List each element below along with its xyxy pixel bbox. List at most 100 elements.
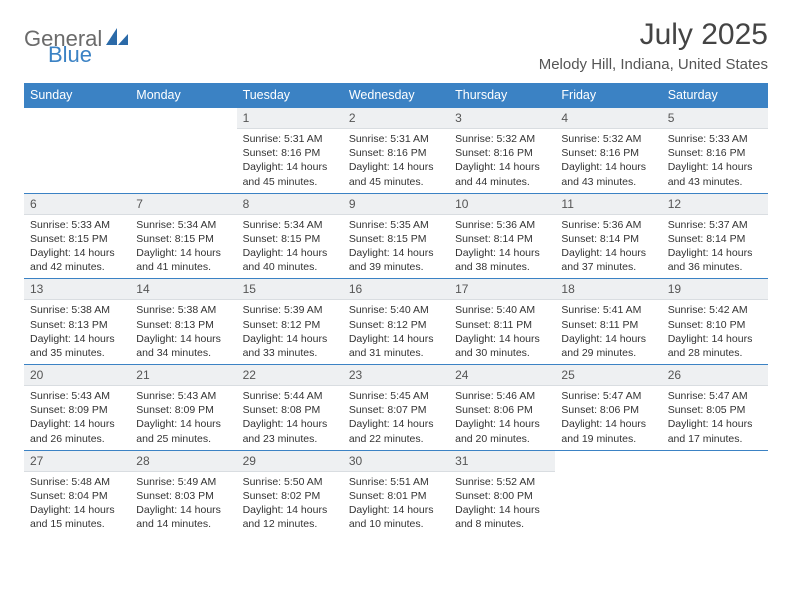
title-block: July 2025 Melody Hill, Indiana, United S… <box>539 18 768 73</box>
weekday-header: Sunday <box>24 83 130 108</box>
day-number: 14 <box>130 279 236 300</box>
day-number: 15 <box>237 279 343 300</box>
day-details: Sunrise: 5:31 AMSunset: 8:16 PMDaylight:… <box>237 129 343 193</box>
weekday-header: Thursday <box>449 83 555 108</box>
calendar-cell: .. <box>662 450 768 535</box>
day-number: 30 <box>343 451 449 472</box>
day-details: Sunrise: 5:33 AMSunset: 8:16 PMDaylight:… <box>662 129 768 193</box>
day-details: Sunrise: 5:32 AMSunset: 8:16 PMDaylight:… <box>555 129 661 193</box>
calendar-cell: 1Sunrise: 5:31 AMSunset: 8:16 PMDaylight… <box>237 108 343 194</box>
calendar-row: 13Sunrise: 5:38 AMSunset: 8:13 PMDayligh… <box>24 279 768 365</box>
calendar-cell: 23Sunrise: 5:45 AMSunset: 8:07 PMDayligh… <box>343 365 449 451</box>
calendar-cell: 3Sunrise: 5:32 AMSunset: 8:16 PMDaylight… <box>449 108 555 194</box>
weekday-header: Wednesday <box>343 83 449 108</box>
day-details: Sunrise: 5:35 AMSunset: 8:15 PMDaylight:… <box>343 215 449 279</box>
logo-sail-icon <box>106 28 128 51</box>
calendar-cell: 29Sunrise: 5:50 AMSunset: 8:02 PMDayligh… <box>237 450 343 535</box>
day-number: 26 <box>662 365 768 386</box>
calendar-cell: 24Sunrise: 5:46 AMSunset: 8:06 PMDayligh… <box>449 365 555 451</box>
calendar-cell: 21Sunrise: 5:43 AMSunset: 8:09 PMDayligh… <box>130 365 236 451</box>
day-details: Sunrise: 5:52 AMSunset: 8:00 PMDaylight:… <box>449 472 555 536</box>
day-details: Sunrise: 5:38 AMSunset: 8:13 PMDaylight:… <box>130 300 236 364</box>
weekday-header: Monday <box>130 83 236 108</box>
day-details: Sunrise: 5:43 AMSunset: 8:09 PMDaylight:… <box>130 386 236 450</box>
calendar-row: 6Sunrise: 5:33 AMSunset: 8:15 PMDaylight… <box>24 193 768 279</box>
day-number: 22 <box>237 365 343 386</box>
day-number: 18 <box>555 279 661 300</box>
day-details: Sunrise: 5:48 AMSunset: 8:04 PMDaylight:… <box>24 472 130 536</box>
calendar-cell: 14Sunrise: 5:38 AMSunset: 8:13 PMDayligh… <box>130 279 236 365</box>
day-number: 31 <box>449 451 555 472</box>
day-details: Sunrise: 5:31 AMSunset: 8:16 PMDaylight:… <box>343 129 449 193</box>
calendar-row: 20Sunrise: 5:43 AMSunset: 8:09 PMDayligh… <box>24 365 768 451</box>
day-number: 10 <box>449 194 555 215</box>
calendar-cell: 7Sunrise: 5:34 AMSunset: 8:15 PMDaylight… <box>130 193 236 279</box>
day-number: 3 <box>449 108 555 129</box>
day-details: Sunrise: 5:44 AMSunset: 8:08 PMDaylight:… <box>237 386 343 450</box>
calendar-cell: 8Sunrise: 5:34 AMSunset: 8:15 PMDaylight… <box>237 193 343 279</box>
day-details: Sunrise: 5:40 AMSunset: 8:11 PMDaylight:… <box>449 300 555 364</box>
calendar-row: 27Sunrise: 5:48 AMSunset: 8:04 PMDayligh… <box>24 450 768 535</box>
day-details: Sunrise: 5:46 AMSunset: 8:06 PMDaylight:… <box>449 386 555 450</box>
day-number: 24 <box>449 365 555 386</box>
day-details: Sunrise: 5:36 AMSunset: 8:14 PMDaylight:… <box>449 215 555 279</box>
calendar-cell: 15Sunrise: 5:39 AMSunset: 8:12 PMDayligh… <box>237 279 343 365</box>
month-title: July 2025 <box>539 18 768 52</box>
weekday-header: Friday <box>555 83 661 108</box>
day-number: 16 <box>343 279 449 300</box>
weekday-header: Tuesday <box>237 83 343 108</box>
calendar-cell: 13Sunrise: 5:38 AMSunset: 8:13 PMDayligh… <box>24 279 130 365</box>
calendar-table: SundayMondayTuesdayWednesdayThursdayFrid… <box>24 83 768 535</box>
day-details: Sunrise: 5:47 AMSunset: 8:06 PMDaylight:… <box>555 386 661 450</box>
calendar-cell: 30Sunrise: 5:51 AMSunset: 8:01 PMDayligh… <box>343 450 449 535</box>
day-number: 7 <box>130 194 236 215</box>
location-text: Melody Hill, Indiana, United States <box>539 56 768 73</box>
calendar-cell: 20Sunrise: 5:43 AMSunset: 8:09 PMDayligh… <box>24 365 130 451</box>
calendar-cell: .. <box>555 450 661 535</box>
day-number: 6 <box>24 194 130 215</box>
day-number: 28 <box>130 451 236 472</box>
calendar-cell: 28Sunrise: 5:49 AMSunset: 8:03 PMDayligh… <box>130 450 236 535</box>
day-number: 29 <box>237 451 343 472</box>
calendar-body: ....1Sunrise: 5:31 AMSunset: 8:16 PMDayl… <box>24 108 768 536</box>
day-number: 21 <box>130 365 236 386</box>
weekday-header: Saturday <box>662 83 768 108</box>
day-number: 1 <box>237 108 343 129</box>
calendar-cell: 25Sunrise: 5:47 AMSunset: 8:06 PMDayligh… <box>555 365 661 451</box>
calendar-cell: 31Sunrise: 5:52 AMSunset: 8:00 PMDayligh… <box>449 450 555 535</box>
page-header: General Blue July 2025 Melody Hill, Indi… <box>24 18 768 73</box>
calendar-cell: 9Sunrise: 5:35 AMSunset: 8:15 PMDaylight… <box>343 193 449 279</box>
day-details: Sunrise: 5:34 AMSunset: 8:15 PMDaylight:… <box>237 215 343 279</box>
calendar-cell: 22Sunrise: 5:44 AMSunset: 8:08 PMDayligh… <box>237 365 343 451</box>
day-details: Sunrise: 5:36 AMSunset: 8:14 PMDaylight:… <box>555 215 661 279</box>
calendar-cell: 27Sunrise: 5:48 AMSunset: 8:04 PMDayligh… <box>24 450 130 535</box>
calendar-cell: 17Sunrise: 5:40 AMSunset: 8:11 PMDayligh… <box>449 279 555 365</box>
calendar-cell: 2Sunrise: 5:31 AMSunset: 8:16 PMDaylight… <box>343 108 449 194</box>
day-details: Sunrise: 5:49 AMSunset: 8:03 PMDaylight:… <box>130 472 236 536</box>
calendar-row: ....1Sunrise: 5:31 AMSunset: 8:16 PMDayl… <box>24 108 768 194</box>
day-number: 25 <box>555 365 661 386</box>
calendar-cell: 26Sunrise: 5:47 AMSunset: 8:05 PMDayligh… <box>662 365 768 451</box>
calendar-cell: .. <box>24 108 130 194</box>
day-number: 20 <box>24 365 130 386</box>
day-number: 19 <box>662 279 768 300</box>
day-number: 4 <box>555 108 661 129</box>
brand-logo: General Blue <box>24 18 130 52</box>
calendar-cell: 19Sunrise: 5:42 AMSunset: 8:10 PMDayligh… <box>662 279 768 365</box>
calendar-cell: .. <box>130 108 236 194</box>
day-details: Sunrise: 5:42 AMSunset: 8:10 PMDaylight:… <box>662 300 768 364</box>
day-details: Sunrise: 5:33 AMSunset: 8:15 PMDaylight:… <box>24 215 130 279</box>
calendar-cell: 11Sunrise: 5:36 AMSunset: 8:14 PMDayligh… <box>555 193 661 279</box>
day-details: Sunrise: 5:43 AMSunset: 8:09 PMDaylight:… <box>24 386 130 450</box>
day-details: Sunrise: 5:39 AMSunset: 8:12 PMDaylight:… <box>237 300 343 364</box>
day-number: 27 <box>24 451 130 472</box>
day-number: 2 <box>343 108 449 129</box>
day-number: 5 <box>662 108 768 129</box>
calendar-cell: 6Sunrise: 5:33 AMSunset: 8:15 PMDaylight… <box>24 193 130 279</box>
day-details: Sunrise: 5:40 AMSunset: 8:12 PMDaylight:… <box>343 300 449 364</box>
day-number: 8 <box>237 194 343 215</box>
day-details: Sunrise: 5:50 AMSunset: 8:02 PMDaylight:… <box>237 472 343 536</box>
day-number: 9 <box>343 194 449 215</box>
calendar-cell: 10Sunrise: 5:36 AMSunset: 8:14 PMDayligh… <box>449 193 555 279</box>
day-number: 13 <box>24 279 130 300</box>
